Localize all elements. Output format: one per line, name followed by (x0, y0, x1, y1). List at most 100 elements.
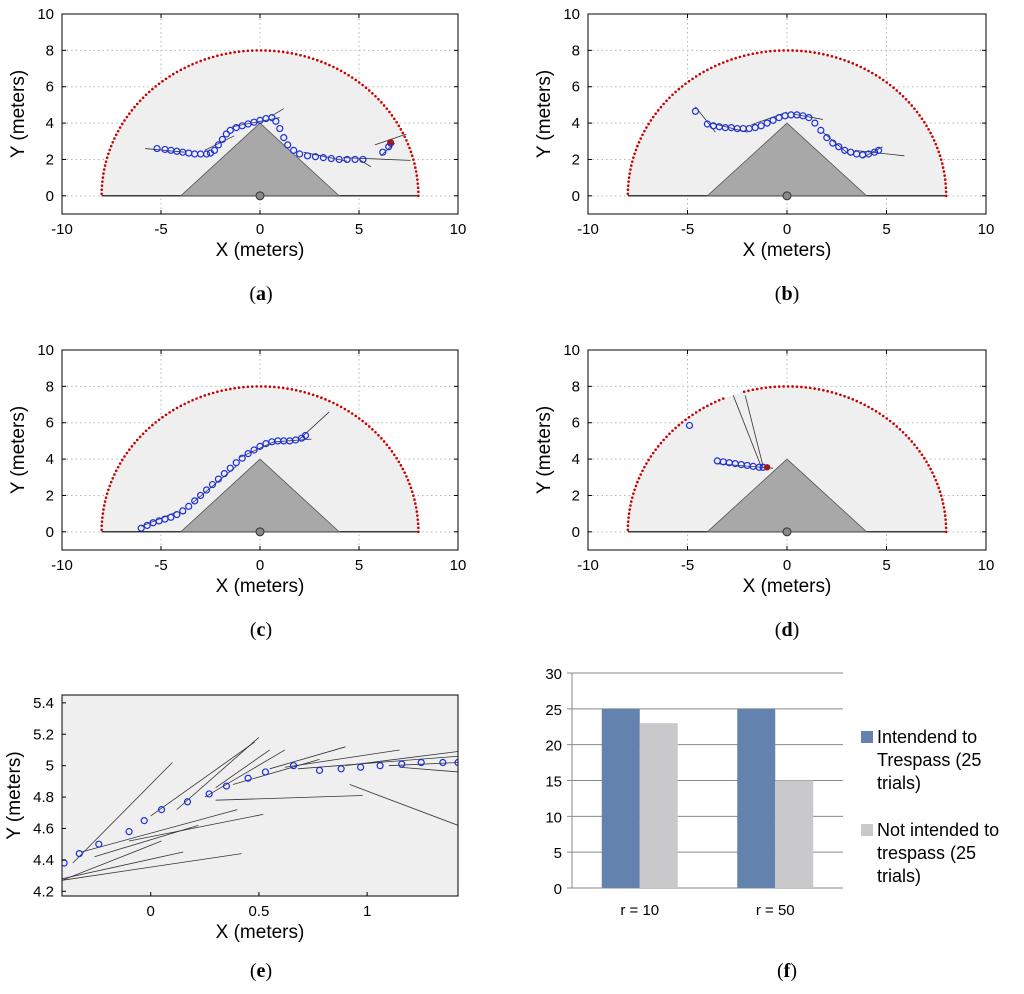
sensor-arc-dot (643, 465, 646, 469)
sensor-arc-dot (874, 409, 878, 413)
sensor-arc-dot (649, 455, 653, 458)
trajectory-point (337, 765, 345, 773)
sensor-arc-dot (242, 385, 245, 389)
sensor-arc-dot (144, 429, 148, 433)
sensor-arc-dot (895, 425, 899, 428)
sensor-arc-dot (629, 500, 633, 503)
end-marker (763, 464, 771, 471)
sensor-arc-dot (207, 392, 211, 396)
x-tick-label: 10 (450, 221, 467, 238)
end-marker (387, 138, 394, 146)
sensor-arc-dot (637, 476, 641, 480)
sensor-arc-dot (795, 49, 799, 52)
trajectory-point (179, 507, 187, 515)
sensor-arc-dot (350, 412, 354, 415)
sensor-arc-dot (918, 450, 921, 453)
sensor-arc-dot (939, 494, 943, 497)
sensor-arc-dot (645, 462, 648, 465)
sensor-arc-dot (944, 522, 948, 525)
sensor-arc-dot (343, 71, 347, 75)
sensor-arc-dot (839, 393, 842, 397)
sensor-arc-dot (698, 408, 702, 412)
sensor-arc-dot (135, 102, 139, 106)
sensor-arc-dot (944, 182, 947, 185)
sensor-arc-dot (822, 388, 825, 392)
sensor-arc-dot (755, 387, 759, 391)
sensor-arc-dot (339, 405, 343, 409)
y-tick-label: 4.4 (33, 852, 54, 869)
sensor-arc-dot (755, 51, 759, 55)
sensor-arc-dot (203, 394, 207, 397)
sensor-arc-dot (626, 188, 630, 192)
y-tick-label: 5.4 (33, 695, 54, 712)
sensor-arc-dot (377, 433, 380, 437)
sensor-arc-dot (307, 392, 311, 395)
sensor-arc-dot (157, 418, 161, 422)
plot-area (62, 737, 458, 881)
sensor-arc-dot (665, 99, 668, 103)
sensor-arc-dot (157, 82, 161, 86)
trajectory-point (167, 513, 175, 521)
sensor-arc-dot (255, 385, 258, 388)
sensor-arc-dot (721, 61, 725, 64)
sensor-arc-dot (100, 192, 103, 196)
panel-d: -10 -5 0 5 10 0 2 4 6 8 10 X (meters) Y (meters) (d) (534, 342, 994, 641)
sensor-arc-dot (800, 49, 803, 53)
sensor-arc-dot (195, 61, 198, 64)
sensor-arc-dot (915, 110, 919, 114)
sensor-arc-dot (290, 52, 294, 55)
sensor-arc-dot (709, 66, 713, 70)
sensor-arc-dot (403, 471, 407, 474)
sensor-arc-dot (380, 437, 383, 440)
panel-f: 0 5 10 15 20 25 30 r = 10 r = 50 Intendend to Tres… (545, 666, 999, 982)
sensor-arc-dot (101, 176, 105, 179)
sensor-arc-dot (250, 49, 254, 52)
trajectory-point (290, 146, 298, 154)
sensor-arc-dot (791, 385, 794, 388)
x-tick-label: 0 (783, 221, 791, 238)
y-tick-label: 5 (554, 845, 562, 862)
y-tick-label: 4 (572, 451, 580, 468)
sensor-arc-dot (826, 389, 829, 393)
y-tick-label: 30 (545, 666, 562, 683)
y-tick-label: 4 (46, 451, 54, 468)
trajectory-point (183, 798, 192, 806)
sensor-arc-dot (633, 488, 636, 492)
y-axis-label: Y (meters) (534, 406, 555, 494)
trajectory-point (829, 139, 837, 147)
trajectory-point (220, 470, 228, 478)
sensor-arc-dot (183, 402, 186, 406)
sensor-arc-dot (726, 59, 729, 63)
sensor-arc-dot (643, 129, 646, 133)
trajectory-point (289, 762, 298, 770)
sensor-arc-dot (907, 101, 911, 104)
sensor-arc-dot (691, 413, 694, 417)
sensor-arc-dot (417, 194, 420, 198)
panel-e: 0 0.5 1 4.2 4.4 4.6 4.8 5 5.2 5.4 X (meters) Y (met… (4, 694, 459, 982)
sensor-arc-dot (892, 86, 895, 90)
y-tick-label: 4.6 (33, 820, 54, 837)
sensor-arc-dot (138, 99, 142, 103)
sensor-arc-dot (207, 56, 211, 60)
sensor-arc-dot (175, 406, 179, 410)
sensor-arc-dot (830, 390, 834, 394)
sensor-arc-dot (843, 394, 846, 398)
sensor-arc-dot (111, 476, 115, 480)
trajectory-point (222, 782, 231, 790)
sensor-arc-dot (303, 54, 307, 58)
heading-vector (150, 741, 255, 817)
heading-vector (145, 148, 185, 153)
sensor-arc-dot (409, 486, 413, 490)
sensor-arc-dot (913, 443, 916, 446)
trajectory-point (335, 155, 343, 164)
trajectory-point (343, 155, 351, 164)
sensor-arc-dot (154, 85, 157, 88)
panel-letter: a (256, 283, 266, 305)
y-tick-label: 25 (545, 702, 562, 719)
sensor-arc-dot (913, 107, 916, 110)
sensor-arc-dot (904, 433, 908, 437)
sensor-arc-dot (859, 401, 863, 405)
trajectory-point (268, 114, 276, 122)
trajectory-point (769, 116, 777, 124)
sensor-arc-dot (717, 398, 721, 402)
